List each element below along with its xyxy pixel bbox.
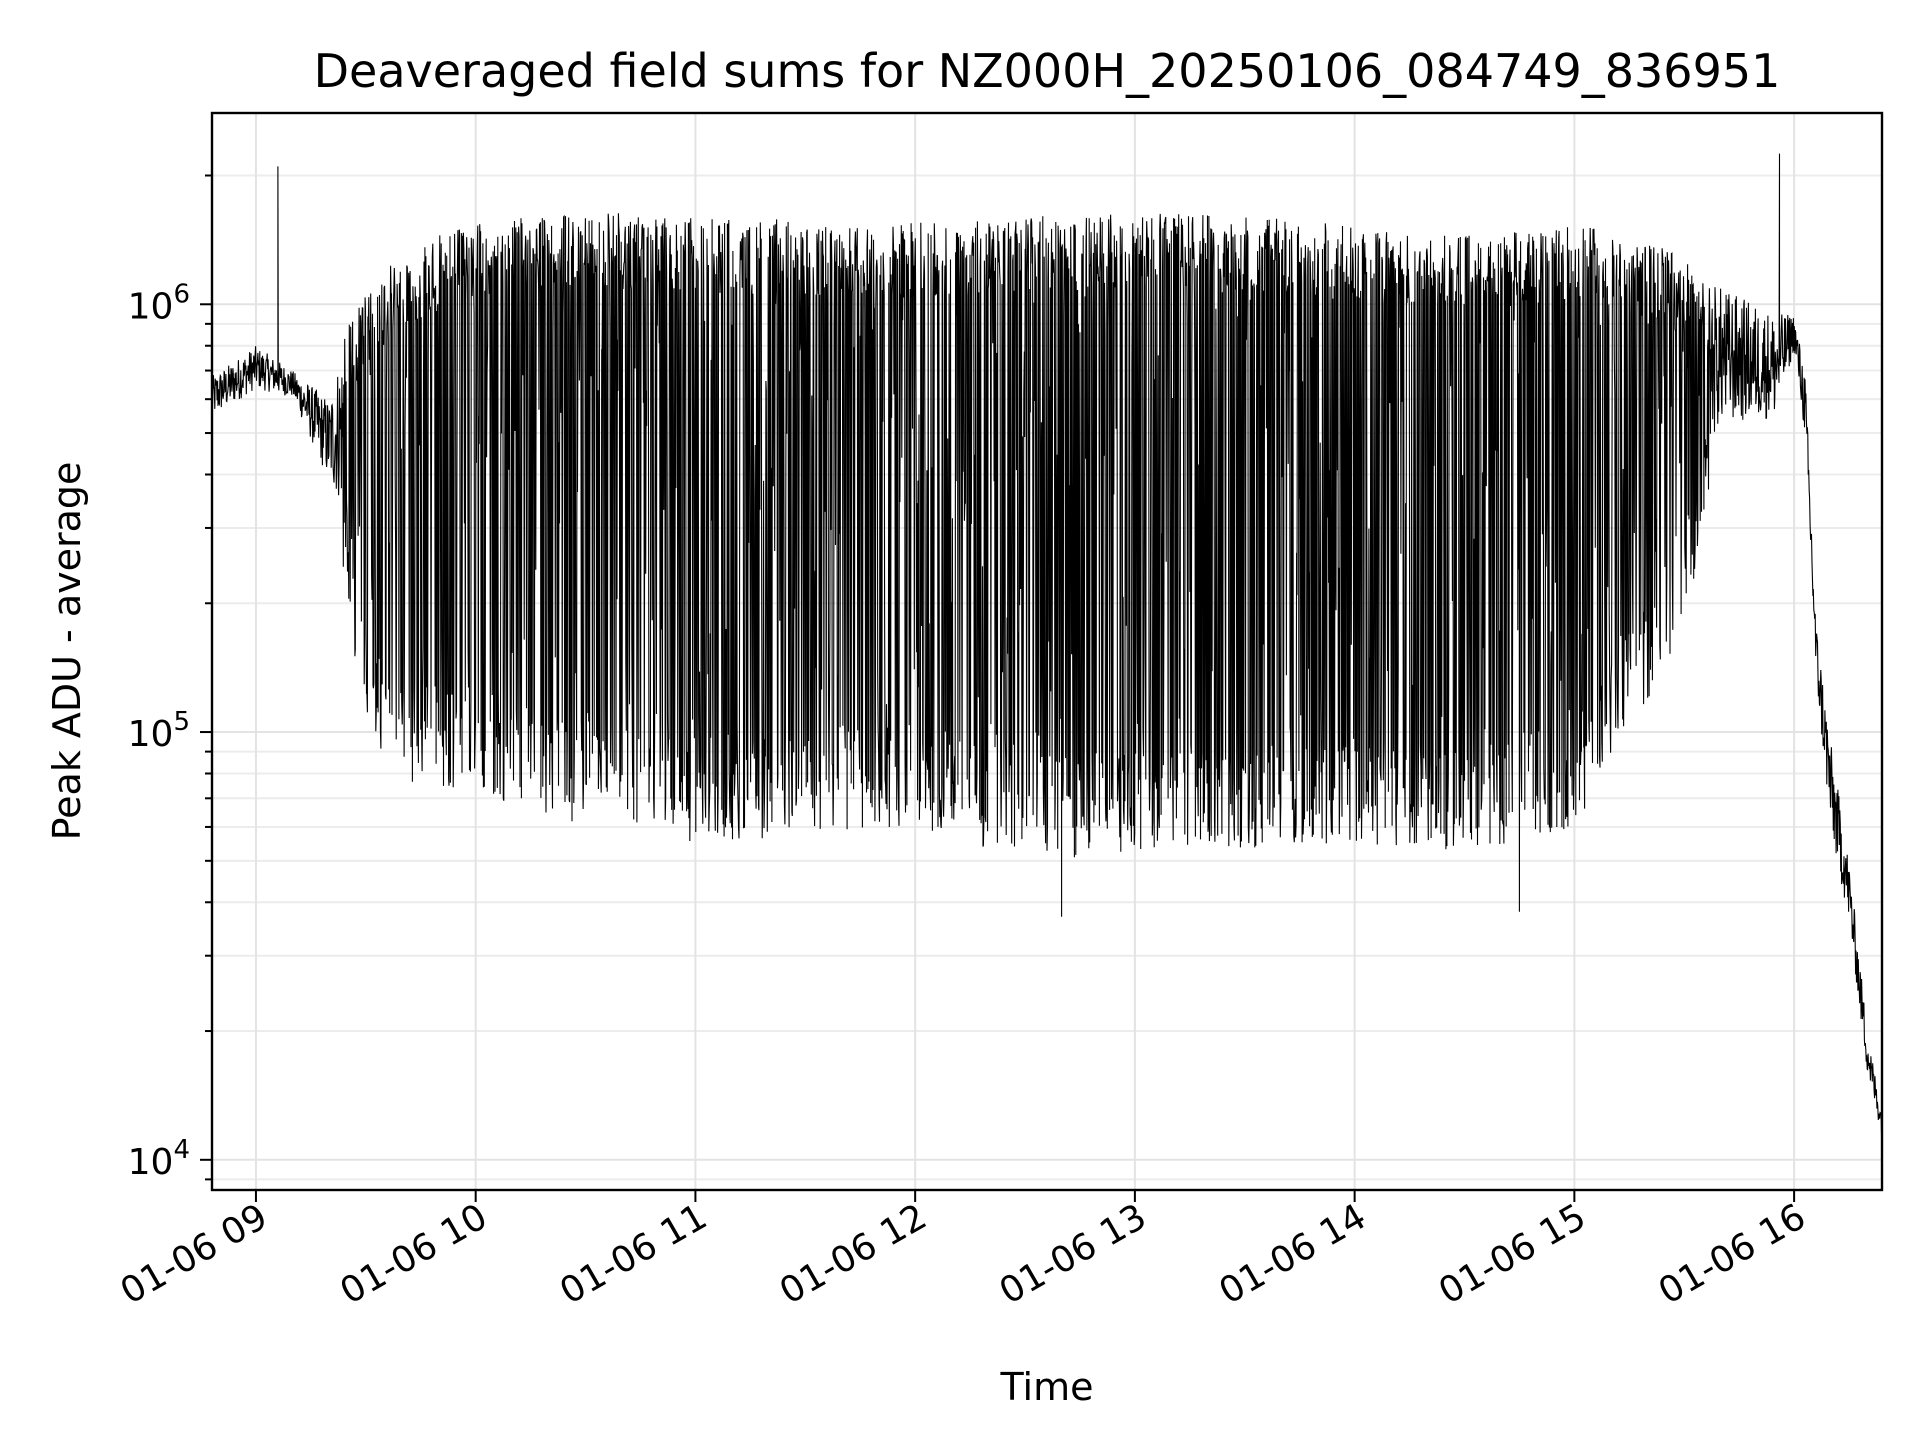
x-tick-label: 01-06 15	[1432, 1196, 1593, 1312]
series-group	[211, 153, 1883, 1143]
y-axis: 104 105 106	[128, 174, 212, 1183]
y-tick-label: 105	[128, 707, 190, 755]
y-tick-label: 106	[128, 279, 190, 327]
x-axis: 01-06 09 01-06 10 01-06 11 01-06 12 01-06 13…	[114, 1190, 1813, 1313]
y-tick-label: 104	[128, 1135, 190, 1183]
x-tick-label: 01-06 11	[553, 1196, 714, 1312]
x-tick-label: 01-06 12	[773, 1196, 934, 1312]
x-tick-label: 01-06 10	[334, 1196, 495, 1312]
chart-title: Deaveraged field sums for NZ000H_2025010…	[314, 44, 1781, 98]
plot-frame	[210, 111, 1884, 1192]
x-tick-label: 01-06 16	[1652, 1196, 1813, 1312]
x-axis-label: Time	[1000, 1365, 1094, 1409]
x-tick-label: 01-06 14	[1212, 1196, 1373, 1312]
x-tick-label: 01-06 09	[114, 1196, 275, 1312]
x-tick-label: 01-06 13	[993, 1196, 1154, 1312]
series-line	[211, 153, 1883, 1143]
y-axis-label: Peak ADU - average	[45, 462, 89, 841]
